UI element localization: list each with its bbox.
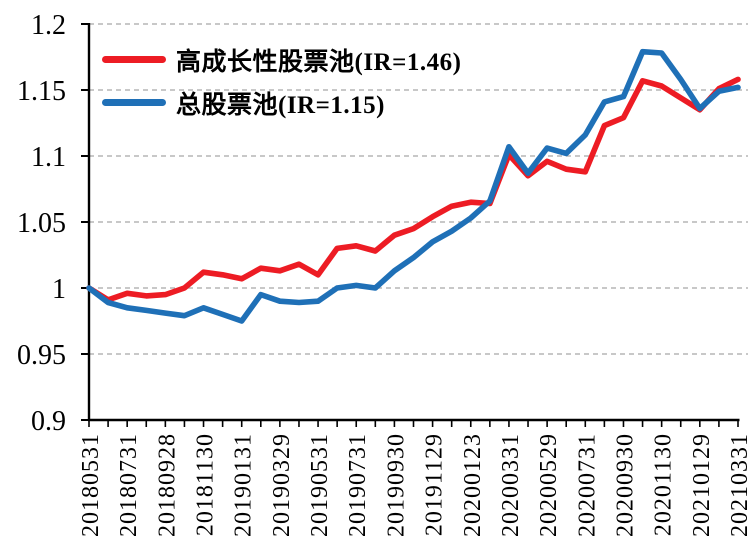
legend-label-total-pool: 总股票池(IR=1.15) xyxy=(176,91,385,119)
x-ticks: 20180531 20180731 20180928 20181130 20190131… xyxy=(78,420,753,537)
y-tick-label: 0.95 xyxy=(17,340,66,371)
y-tick-label: 1 xyxy=(52,274,66,305)
legend-item-growth-pool: 高成长性股票池(IR=1.46) xyxy=(102,38,461,81)
x-tick-label-20190131: 20190131 xyxy=(231,433,257,537)
x-tick-label-20200529: 20200529 xyxy=(536,433,562,537)
x-tick-label-20180531: 20180531 xyxy=(78,433,104,537)
x-tick-label-20200123: 20200123 xyxy=(460,433,486,537)
legend-label-growth-pool: 高成长性股票池(IR=1.46) xyxy=(176,48,462,76)
x-tick-label-20190930: 20190930 xyxy=(383,433,409,537)
legend-item-total-pool: 总股票池(IR=1.15) xyxy=(102,81,461,124)
x-tick-label-20210331: 20210331 xyxy=(727,433,753,537)
series-line-0 xyxy=(86,76,741,303)
x-tick-label-20180731: 20180731 xyxy=(116,433,142,537)
x-tick-label-20181130: 20181130 xyxy=(193,433,219,536)
legend-swatch-blue-line xyxy=(102,99,166,106)
x-tick-label-20190531: 20190531 xyxy=(307,433,333,537)
series-line-1 xyxy=(86,48,741,324)
y-tick-label: 1.05 xyxy=(17,208,66,239)
x-tick-label-20180928: 20180928 xyxy=(154,433,180,537)
x-tick-label-20191129: 20191129 xyxy=(422,433,448,536)
y-tick-label: 1.2 xyxy=(31,10,66,41)
chart-legend: 高成长性股票池(IR=1.46) 总股票池(IR=1.15) xyxy=(102,38,461,124)
y-tick-label: 1.1 xyxy=(31,142,66,173)
legend-swatch-red-line xyxy=(102,56,166,63)
x-tick-label-20200731: 20200731 xyxy=(574,433,600,537)
x-tick-label-20190329: 20190329 xyxy=(269,433,295,537)
y-tick-label: 0.9 xyxy=(31,406,66,437)
x-tick-label-20200930: 20200930 xyxy=(612,433,638,537)
y-tick-label: 1.15 xyxy=(17,76,66,107)
series-lines xyxy=(86,48,741,324)
x-tick-label-20201130: 20201130 xyxy=(651,433,677,536)
x-tick-label-20190731: 20190731 xyxy=(345,433,371,537)
x-tick-label-20210129: 20210129 xyxy=(689,433,715,537)
y-ticks: 0.9 0.95 1 1.05 1.1 1.15 1.2 xyxy=(17,10,89,437)
x-tick-label-20200331: 20200331 xyxy=(498,433,524,537)
